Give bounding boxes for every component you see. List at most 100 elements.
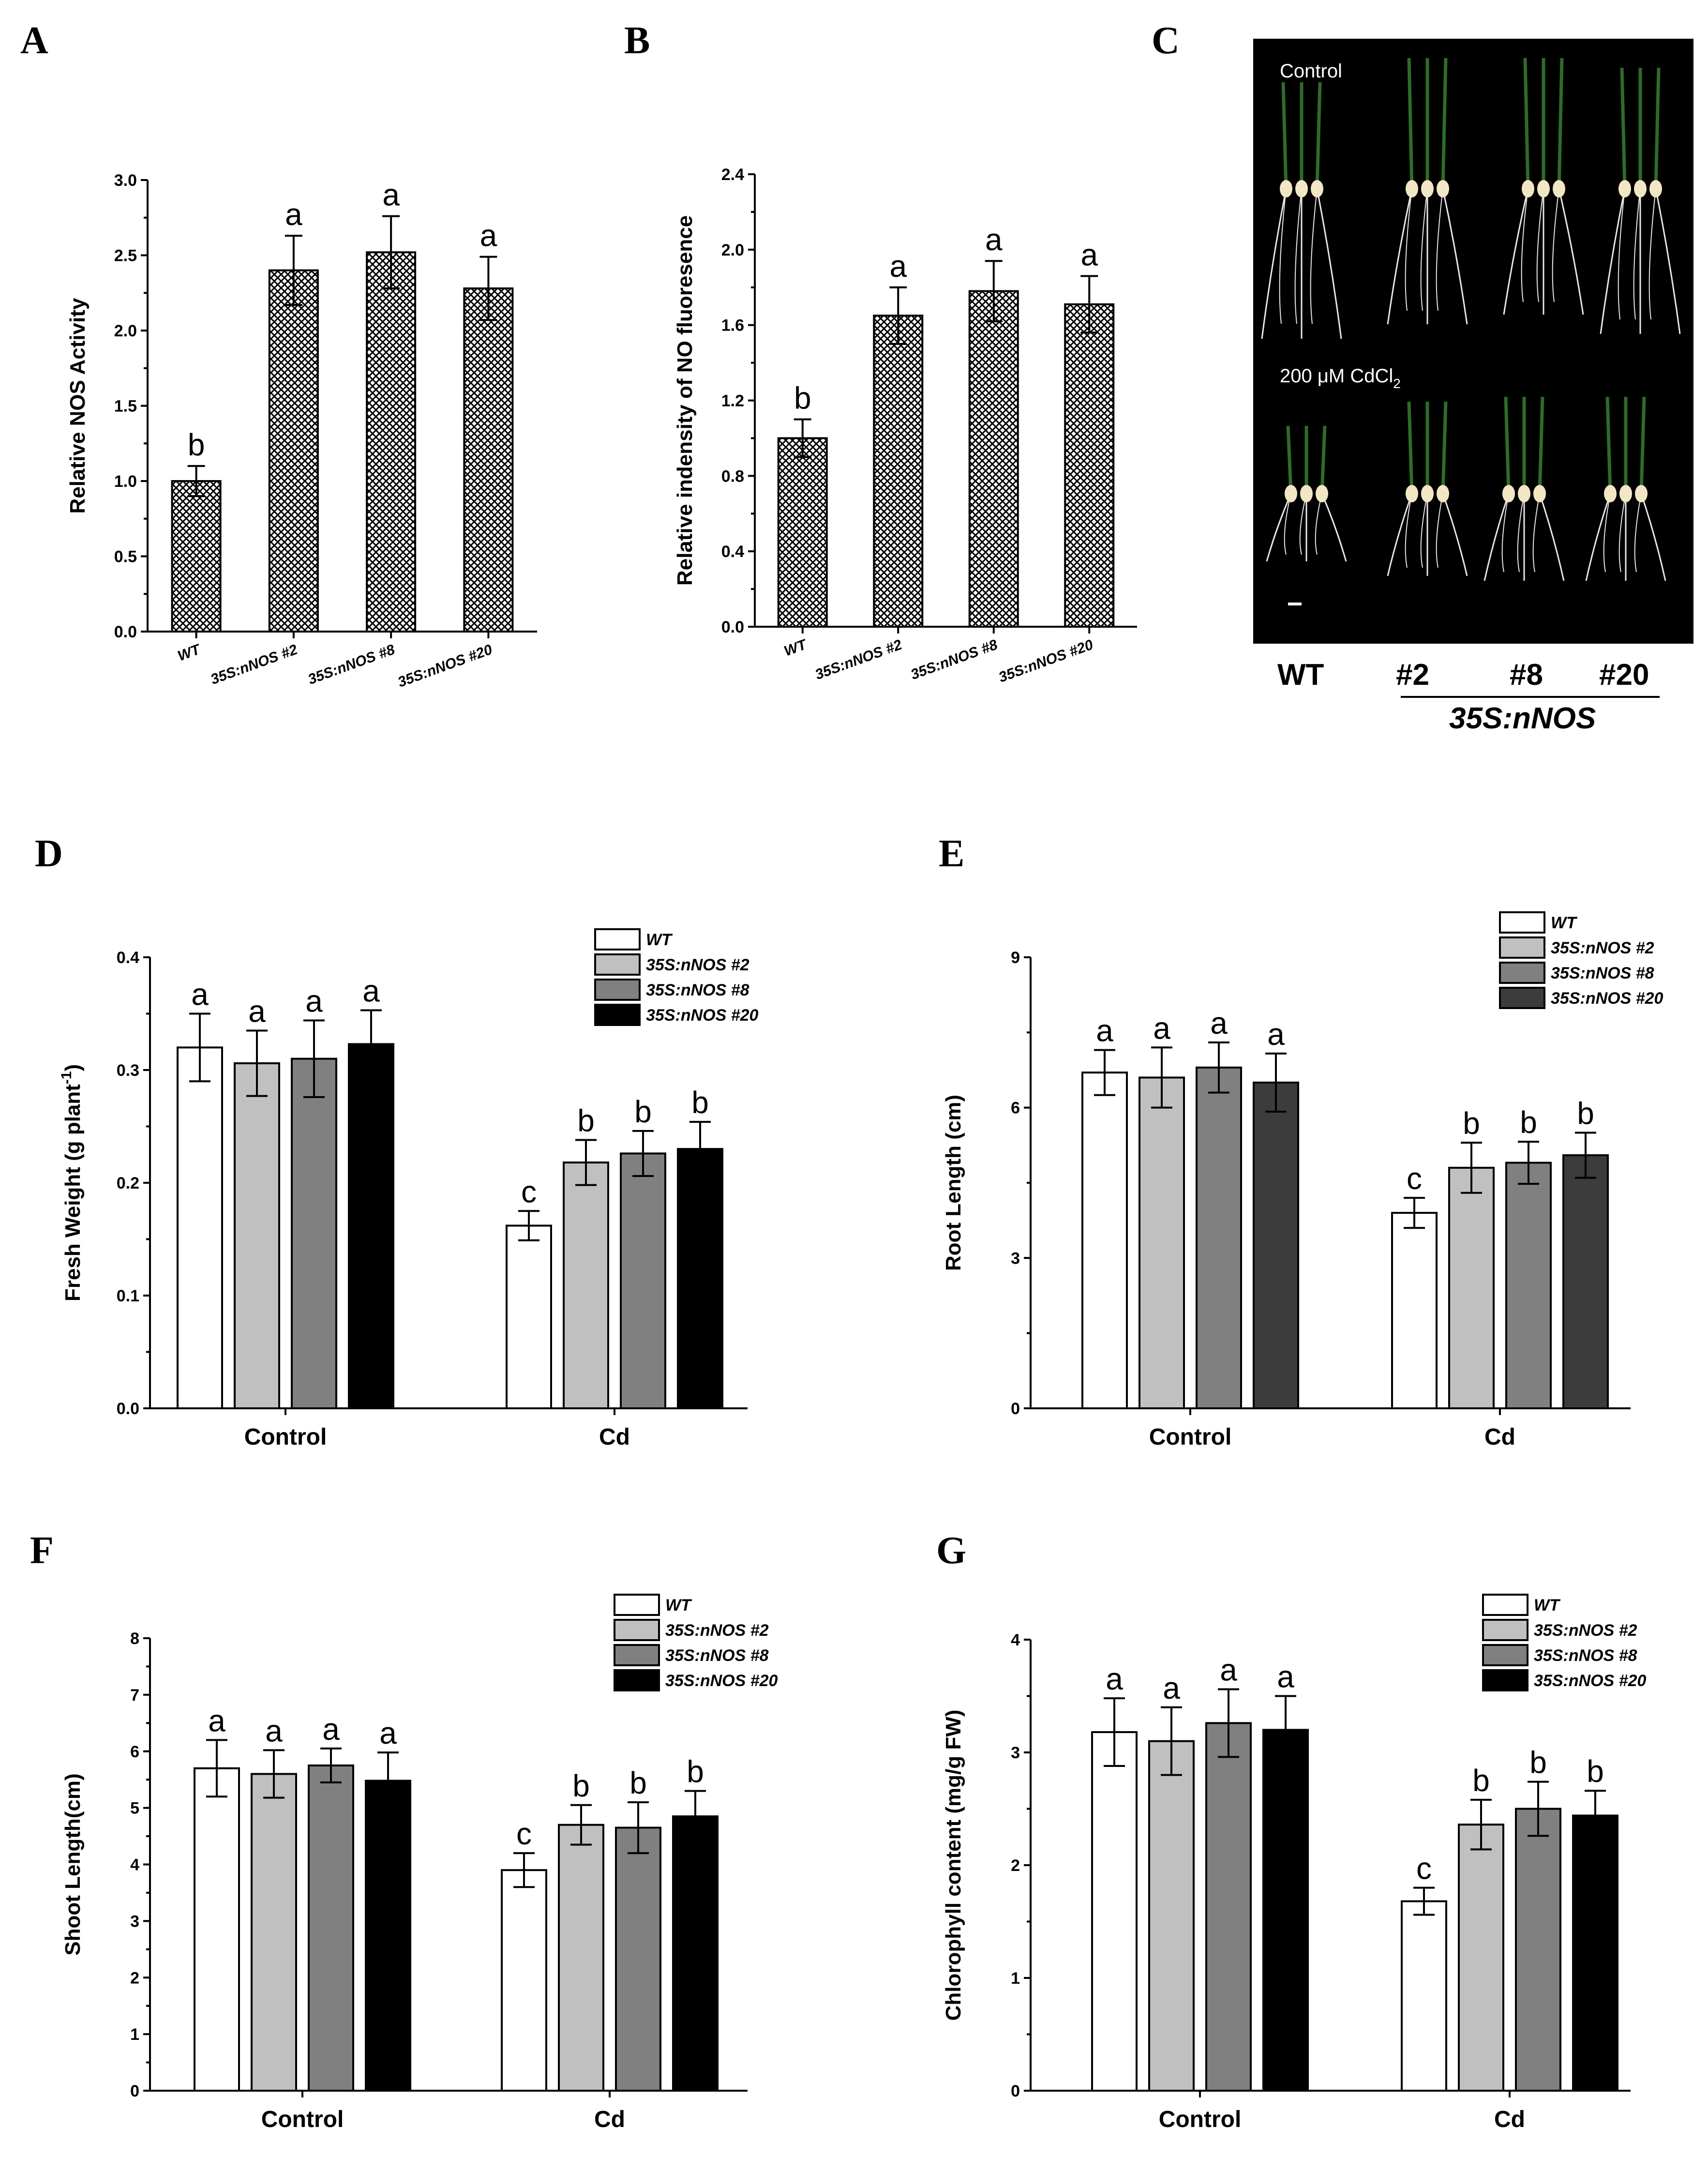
shoot	[1620, 67, 1627, 189]
bar	[1139, 1076, 1185, 1410]
y-tick-label: 5	[130, 1799, 139, 1818]
root	[1603, 493, 1611, 573]
y-tick-label: 0.3	[117, 1061, 139, 1080]
bar	[1458, 1824, 1504, 2092]
root	[1266, 493, 1292, 562]
photo-cd-label: 200 μM CdCl2	[1280, 365, 1401, 391]
panel-letter-b: B	[624, 19, 650, 62]
root	[1521, 188, 1528, 302]
seed	[1533, 485, 1546, 502]
significance-letter: b	[629, 1765, 647, 1800]
significance-letter: a	[248, 994, 266, 1028]
significance-letter: b	[188, 427, 205, 462]
significance-letter: a	[305, 983, 323, 1018]
legend-swatch	[1482, 1644, 1528, 1666]
root	[1558, 188, 1584, 315]
legend-label: WT	[646, 931, 673, 949]
bar	[873, 315, 924, 628]
seed	[1280, 180, 1292, 197]
significance-letter: a	[362, 974, 380, 1009]
significance-letter: c	[1416, 1851, 1432, 1886]
significance-letter: a	[1277, 1659, 1294, 1694]
root	[1655, 188, 1681, 334]
bar	[968, 290, 1019, 628]
x-tick-label: Cd	[1484, 1424, 1515, 1450]
bar	[558, 1824, 604, 2092]
y-tick-label: 0.2	[117, 1174, 139, 1192]
significance-letter: b	[1472, 1763, 1490, 1798]
root	[1501, 493, 1509, 573]
significance-letter: b	[1520, 1105, 1537, 1140]
significance-letter: c	[1407, 1161, 1422, 1196]
bar	[506, 1224, 552, 1410]
y-axis-label: Relative NOS Activity	[66, 298, 90, 513]
significance-letter: a	[1210, 1006, 1228, 1041]
bar	[501, 1869, 547, 2092]
x-tick-label: Control	[1159, 2107, 1242, 2132]
seedling-cluster	[1387, 58, 1468, 325]
y-tick-label: 0.4	[721, 543, 744, 561]
significance-letter: c	[521, 1174, 537, 1209]
root	[1294, 188, 1302, 324]
significance-letter: b	[687, 1754, 704, 1789]
y-tick-label: 9	[1011, 949, 1020, 967]
y-axis-label: Relative indensity of NO fluoresence	[673, 215, 697, 586]
seed	[1421, 485, 1434, 502]
photo-line-8: #8	[1510, 658, 1543, 692]
y-axis-label: Chlorophyll content (mg/g FW)	[942, 1710, 965, 2021]
shoot	[1441, 58, 1448, 189]
x-tick-label: Cd	[594, 2107, 625, 2132]
significance-letter: b	[1463, 1106, 1480, 1141]
y-tick-label: 0.1	[117, 1287, 139, 1305]
significance-letter: c	[516, 1816, 532, 1851]
bar	[251, 1773, 297, 2092]
bar	[1064, 303, 1115, 628]
shoot	[1523, 58, 1530, 189]
y-tick-label: 1	[1011, 1969, 1020, 1988]
y-tick-label: 3	[1011, 1744, 1020, 1762]
legend-swatch	[1499, 936, 1545, 959]
significance-letter: a	[191, 977, 209, 1012]
significance-letter: b	[572, 1768, 590, 1803]
bar	[194, 1767, 240, 2092]
shoot	[1605, 396, 1612, 494]
legend: WT 35S:nNOS #2 35S:nNOS #8 35S:nNOS #20	[1482, 1594, 1647, 1691]
root	[1532, 493, 1540, 573]
x-tick-label: Control	[261, 2107, 344, 2132]
x-tick-label: 35S:nNOS #8	[306, 641, 397, 688]
legend-swatch	[594, 1004, 641, 1026]
bar	[1515, 1808, 1561, 2092]
root	[1316, 188, 1342, 339]
y-tick-label: 1.0	[114, 472, 137, 491]
seed	[1421, 180, 1434, 197]
root	[1600, 188, 1626, 334]
x-tick-label: 35S:nNOS #2	[209, 641, 300, 688]
bar	[672, 1815, 719, 2092]
legend-swatch	[614, 1669, 660, 1691]
y-tick-label: 3	[1011, 1249, 1020, 1267]
y-tick-label: 2.5	[114, 247, 137, 265]
root	[1503, 188, 1529, 315]
legend-label: 35S:nNOS #8	[1534, 1646, 1637, 1665]
seedling-cluster	[1503, 58, 1584, 315]
photo-line-20: #20	[1599, 658, 1649, 692]
x-tick-label: 35S:nNOS #20	[997, 636, 1095, 685]
x-tick-label: 35S:nNOS #8	[909, 636, 1000, 683]
panel-letter-a: A	[20, 19, 48, 62]
root	[1634, 493, 1642, 573]
root	[1387, 188, 1413, 325]
root	[1442, 493, 1468, 576]
y-tick-label: 0.0	[117, 1400, 139, 1418]
legend-swatch	[1482, 1594, 1528, 1616]
seedlings	[1261, 58, 1681, 581]
chart-b: 0.0 0.4 0.8 1.2 1.6 2.0 2.4 Relative indensity …	[673, 166, 1137, 686]
root	[1517, 493, 1525, 573]
shoot	[1639, 396, 1646, 494]
bar	[463, 287, 514, 633]
seed	[1311, 180, 1323, 197]
x-tick-label: WT	[782, 636, 810, 660]
root	[1261, 188, 1287, 339]
seed	[1437, 180, 1449, 197]
legend-swatch	[594, 979, 641, 1001]
seedling-cluster	[1483, 396, 1565, 581]
